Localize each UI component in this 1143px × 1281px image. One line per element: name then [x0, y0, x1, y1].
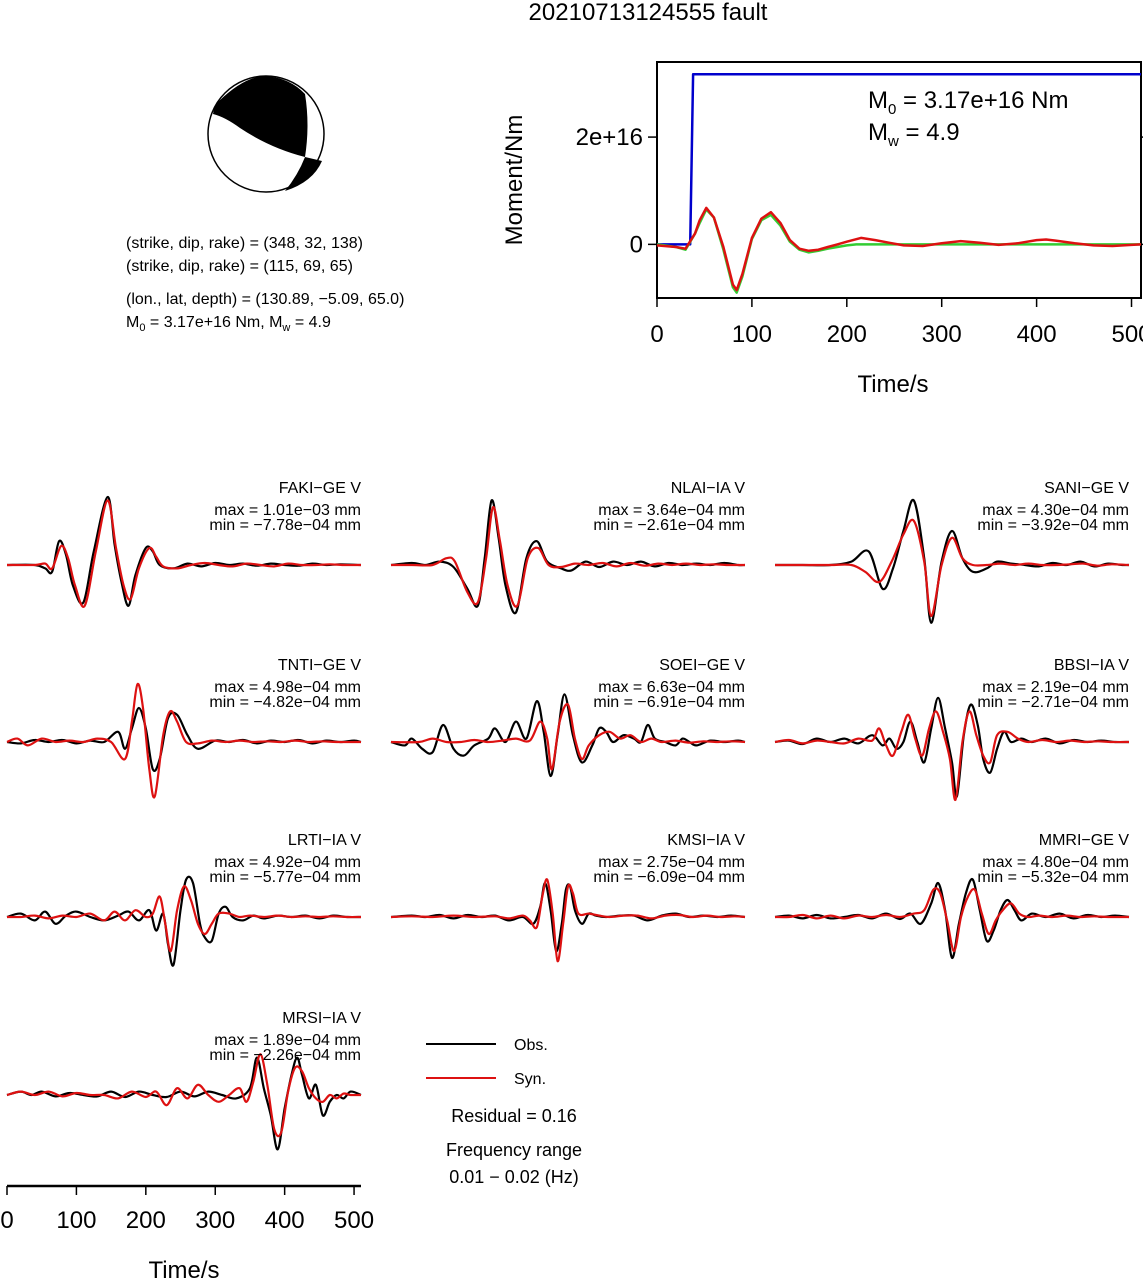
moment-x-tick-label: 500 — [1111, 321, 1143, 348]
waveform-x-tick-label: 100 — [56, 1207, 96, 1234]
station-min-amplitude: min = −6.09e−04 mm — [593, 869, 745, 886]
moment-function-plot: 010020030040050002e+16 Moment/Nm Time/s … — [501, 61, 1143, 398]
moment-x-tick-label: 400 — [1017, 321, 1057, 348]
station-min-amplitude: min = −2.26e−04 mm — [209, 1047, 361, 1064]
station-name: LRTI−IA V — [288, 832, 361, 849]
observed-waveform — [774, 696, 1130, 798]
moment-m0-annotation: M0 = 3.17e+16 Nm — [868, 87, 1068, 118]
figure-title: 20210713124555 fault — [529, 0, 768, 26]
station-min-amplitude: min = −3.92e−04 mm — [977, 517, 1129, 534]
observed-waveform — [774, 877, 1130, 959]
station-name: MRSI−IA V — [282, 1010, 361, 1027]
station-min-amplitude: min = −5.32e−04 mm — [977, 869, 1129, 886]
station-name: SANI−GE V — [1044, 480, 1129, 497]
waveform-x-tick-label: 400 — [265, 1207, 305, 1234]
station-max-amplitude: max = 4.98e−04 mm — [214, 679, 361, 696]
moment-x-tick-label: 200 — [827, 321, 867, 348]
station-max-amplitude: max = 4.80e−04 mm — [982, 854, 1129, 871]
moment-series-green — [656, 208, 1141, 294]
station-min-amplitude: min = −2.71e−04 mm — [977, 694, 1129, 711]
station-max-amplitude: max = 2.75e−04 mm — [598, 854, 745, 871]
nodal-plane-1: (strike, dip, rake) = (348, 32, 138) — [126, 235, 363, 252]
synthetic-waveform — [390, 878, 746, 963]
synthetic-waveform — [390, 702, 746, 771]
station-name: MMRI−GE V — [1039, 832, 1130, 849]
synthetic-waveform — [6, 1053, 362, 1138]
synthetic-waveform — [6, 885, 362, 953]
moment-series-red — [656, 206, 1142, 292]
station-max-amplitude: max = 1.89e−04 mm — [214, 1032, 361, 1049]
frequency-range-value: 0.01 − 0.02 (Hz) — [449, 1167, 579, 1187]
waveform-time-axis: 0 100 200 300 400 500 — [0, 1184, 374, 1234]
hypocenter-location: (lon., lat, depth) = (130.89, −5.09, 65.… — [126, 291, 404, 308]
observed-waveform — [6, 1056, 362, 1151]
synthetic-waveform — [6, 499, 362, 608]
station-name: BBSI−IA V — [1054, 657, 1129, 674]
station-max-amplitude: max = 4.92e−04 mm — [214, 854, 361, 871]
synthetic-waveform — [774, 887, 1130, 953]
station-name: TNTI−GE V — [278, 657, 361, 674]
moment-y-axis-label: Moment/Nm — [501, 115, 528, 246]
moment-mw-annotation: Mw = 4.9 — [868, 119, 960, 150]
frequency-range-label: Frequency range — [446, 1140, 582, 1160]
focal-info: (strike, dip, rake) = (348, 32, 138) (st… — [126, 235, 404, 334]
legend: Obs. Syn. Residual = 0.16 Frequency rang… — [426, 1037, 582, 1187]
station-max-amplitude: max = 6.63e−04 mm — [598, 679, 745, 696]
station-max-amplitude: max = 3.64e−04 mm — [598, 502, 745, 519]
station-name: NLAI−IA V — [671, 480, 746, 497]
waveform-x-axis-label: Time/s — [148, 1257, 219, 1281]
station-max-amplitude: max = 1.01e−03 mm — [214, 502, 361, 519]
station-max-amplitude: max = 2.19e−04 mm — [982, 679, 1129, 696]
station-min-amplitude: min = −7.78e−04 mm — [209, 517, 361, 534]
waveform-x-tick-label: 0 — [0, 1207, 13, 1234]
nodal-plane-2: (strike, dip, rake) = (115, 69, 65) — [126, 258, 353, 275]
waveform-x-tick-label: 500 — [334, 1207, 374, 1234]
moment-plot-frame — [656, 61, 1142, 299]
magnitude-line: M0 = 3.17e+16 Nm, Mw = 4.9 — [126, 314, 331, 334]
moment-x-tick-label: 100 — [732, 321, 772, 348]
moment-y-tick-label: 0 — [630, 231, 643, 258]
station-min-amplitude: min = −4.82e−04 mm — [209, 694, 361, 711]
station-min-amplitude: min = −5.77e−04 mm — [209, 869, 361, 886]
moment-series-blue — [657, 73, 1141, 246]
observed-waveform — [390, 693, 746, 778]
legend-obs-label: Obs. — [514, 1037, 548, 1054]
legend-syn-label: Syn. — [514, 1071, 546, 1088]
observed-waveform — [390, 881, 746, 953]
station-name: SOEI−GE V — [659, 657, 745, 674]
residual-value: Residual = 0.16 — [451, 1106, 577, 1126]
moment-y-tick-label: 2e+16 — [576, 124, 643, 151]
synthetic-waveform — [774, 518, 1130, 618]
synthetic-waveform — [6, 682, 362, 799]
station-name: FAKI−GE V — [279, 480, 362, 497]
moment-x-axis-label: Time/s — [857, 371, 928, 398]
waveform-x-tick-label: 300 — [195, 1207, 235, 1234]
station-min-amplitude: min = −2.61e−04 mm — [593, 517, 745, 534]
synthetic-waveform — [390, 506, 746, 608]
focal-mechanism-beachball — [207, 75, 325, 193]
waveform-x-tick-label: 200 — [126, 1207, 166, 1234]
station-max-amplitude: max = 4.30e−04 mm — [982, 502, 1129, 519]
moment-x-tick-label: 0 — [650, 321, 663, 348]
moment-x-tick-label: 300 — [922, 321, 962, 348]
station-min-amplitude: min = −6.91e−04 mm — [593, 694, 745, 711]
synthetic-waveform — [774, 710, 1130, 801]
station-name: KMSI−IA V — [667, 832, 745, 849]
observed-waveform — [6, 875, 362, 967]
